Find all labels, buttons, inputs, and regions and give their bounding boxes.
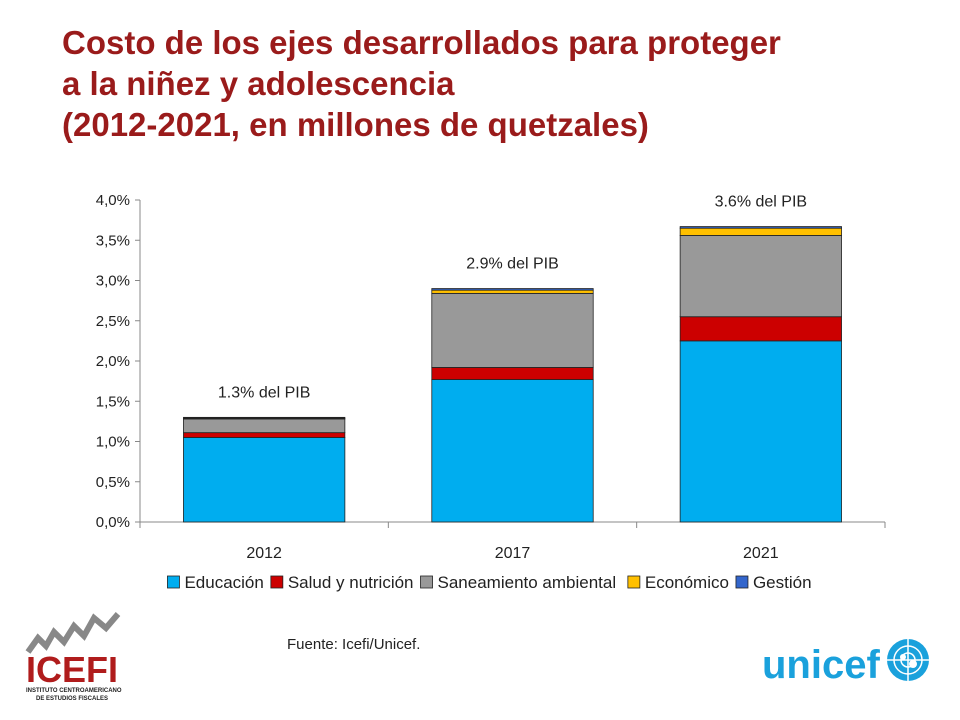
legend-swatch <box>627 575 641 589</box>
x-tick-label: 2012 <box>246 545 282 562</box>
bar-segment <box>183 437 346 523</box>
bar-segment <box>431 379 594 523</box>
bar-segment <box>679 226 842 229</box>
legend-label: Educación <box>184 573 263 592</box>
bar-segment <box>679 340 842 523</box>
y-tick-label: 1,0% <box>96 434 130 451</box>
y-tick-label: 2,0% <box>96 353 130 370</box>
unicef-logo-text: unicef <box>762 643 880 687</box>
y-tick-label: 0,5% <box>96 474 130 491</box>
unicef-emblem-icon <box>887 639 929 681</box>
icefi-logo-subtitle-1: INSTITUTO CENTROAMERICANO <box>26 688 122 694</box>
bar-segment <box>431 367 594 380</box>
bar-segment <box>183 418 346 434</box>
y-tick-label: 3,5% <box>96 232 130 249</box>
icefi-logo-subtitle-2: DE ESTUDIOS FISCALES <box>36 696 108 702</box>
legend-swatch <box>167 575 180 589</box>
bar-segment <box>679 316 842 342</box>
legend-swatch <box>420 575 433 589</box>
bar-segment <box>431 288 594 291</box>
legend-swatch <box>735 575 749 589</box>
x-tick-label: 2017 <box>495 545 531 562</box>
bar-annotation: 1.3% del PIB <box>218 384 311 401</box>
bar-segment <box>431 289 594 294</box>
bar-segment <box>183 432 346 438</box>
icefi-logo: ICEFI INSTITUTO CENTROAMERICANO DE ESTUD… <box>25 612 122 702</box>
bar-segment <box>679 235 842 318</box>
bar-annotation: 2.9% del PIB <box>466 256 559 273</box>
chart-title: Costo de los ejes desarrollados para pro… <box>62 22 942 145</box>
bar-segment <box>679 227 842 236</box>
legend-swatch <box>270 575 284 589</box>
legend-label: Económico <box>645 573 729 592</box>
legend-label: Salud y nutrición <box>288 573 414 592</box>
unicef-logo: unicef <box>762 639 929 687</box>
y-tick-label: 3,0% <box>96 273 130 290</box>
title-line-1: Costo de los ejes desarrollados para pro… <box>62 24 781 61</box>
y-tick-label: 2,5% <box>96 313 130 330</box>
legend-label: Saneamiento ambiental <box>438 573 617 592</box>
title-line-3: (2012-2021, en millones de quetzales) <box>62 106 649 143</box>
bar-annotation: 3.6% del PIB <box>715 194 808 211</box>
y-tick-label: 0,0% <box>96 514 130 531</box>
source-note: Fuente: Icefi/Unicef. <box>287 636 421 653</box>
title-line-2: a la niñez y adolescencia <box>62 65 455 102</box>
bar-segment <box>183 416 346 419</box>
legend-label: Gestión <box>753 573 812 592</box>
x-tick-label: 2021 <box>743 545 779 562</box>
y-tick-label: 1,5% <box>96 393 130 410</box>
bar-segment <box>431 292 594 368</box>
stacked-bar-chart: 0,0% 0,5% 1,0% 1,5% 2,0% 2,5% 3,0% 3,5% 4,0% 2012… <box>96 192 886 592</box>
y-tick-label: 4,0% <box>96 192 130 209</box>
icefi-logo-text: ICEFI <box>26 649 118 690</box>
